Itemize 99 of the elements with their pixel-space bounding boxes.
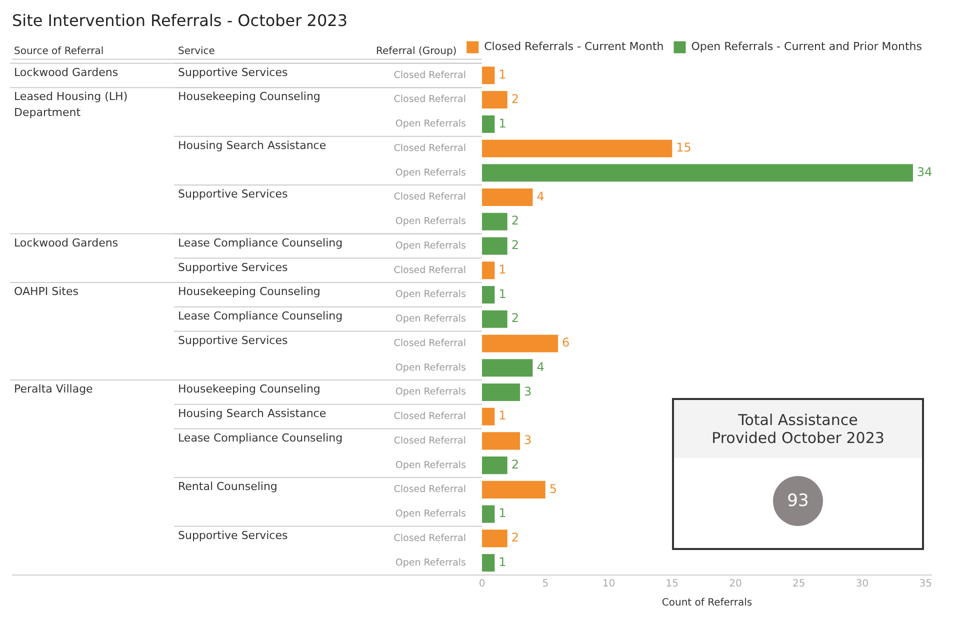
bar bbox=[482, 359, 533, 377]
text: Supportive Services bbox=[178, 334, 288, 347]
text: Rental Counseling bbox=[178, 480, 278, 494]
bar bbox=[482, 456, 508, 474]
text: Lease Compliance Counseling bbox=[178, 236, 343, 250]
y-tick-label: Closed Referral bbox=[394, 411, 466, 422]
text: Service bbox=[178, 46, 215, 57]
bar bbox=[482, 286, 495, 304]
text: Housing Search Assistance bbox=[178, 138, 326, 152]
data-label: 2 bbox=[511, 530, 519, 545]
data-label: 2 bbox=[511, 311, 519, 326]
legend-label: Closed Referrals - Current Month bbox=[484, 40, 664, 54]
y-tick-label: Open Referrals bbox=[395, 216, 466, 228]
y-tick-label: Open Referrals bbox=[395, 386, 466, 398]
bar bbox=[482, 530, 508, 548]
x-tick-label: 35 bbox=[919, 578, 932, 590]
x-axis-title: Count of Referrals bbox=[662, 598, 752, 609]
data-label: 2 bbox=[511, 92, 519, 106]
text: Supportive Services bbox=[178, 188, 288, 201]
data-label: 2 bbox=[511, 238, 519, 252]
y-tick-label: Open Referrals bbox=[395, 557, 466, 568]
y-tick-label: Open Referrals bbox=[395, 240, 466, 252]
data-label: 5 bbox=[549, 482, 558, 496]
text: Lease Compliance Counseling bbox=[178, 310, 343, 323]
x-tick-label: 0 bbox=[478, 578, 486, 590]
bar bbox=[482, 432, 520, 450]
bar bbox=[482, 383, 520, 401]
annotation: 93 bbox=[773, 476, 823, 526]
bar bbox=[482, 140, 672, 158]
bar bbox=[482, 164, 913, 182]
bar bbox=[482, 480, 546, 498]
data-label: 1 bbox=[498, 506, 506, 520]
data-label: 4 bbox=[536, 189, 544, 204]
bar bbox=[482, 262, 495, 280]
text: Leased Housing (LH) Department bbox=[14, 90, 128, 120]
data-label: 3 bbox=[524, 384, 532, 398]
y-tick-label: Closed Referral bbox=[394, 435, 466, 446]
text: Supportive Services bbox=[178, 66, 288, 79]
x-tick-label: 25 bbox=[792, 578, 806, 590]
text: Supportive Services bbox=[178, 528, 288, 542]
y-tick-label: Closed Referral bbox=[394, 532, 466, 544]
data-label: 1 bbox=[498, 262, 506, 276]
bar bbox=[482, 66, 495, 84]
data-label: 2 bbox=[511, 214, 519, 228]
text: Site Intervention Referrals - October 2023 bbox=[12, 10, 348, 30]
y-tick-label: Closed Referral bbox=[394, 264, 466, 276]
data-label: 1 bbox=[498, 68, 506, 82]
bar bbox=[482, 90, 508, 109]
text: Housekeeping Counseling bbox=[178, 90, 320, 104]
data-label: 1 bbox=[498, 408, 506, 423]
data-label: 1 bbox=[498, 116, 506, 130]
text: Housekeeping Counseling bbox=[178, 382, 320, 396]
bar bbox=[482, 408, 495, 426]
data-label: 3 bbox=[524, 433, 532, 448]
y-tick-label: Closed Referral bbox=[394, 192, 466, 203]
y-tick-label: Open Referrals bbox=[395, 362, 466, 374]
bar bbox=[482, 554, 495, 572]
y-tick-label: Closed Referral bbox=[394, 94, 466, 106]
text: Lease Compliance Counseling bbox=[178, 431, 343, 444]
bar bbox=[482, 505, 495, 523]
data-label: 6 bbox=[562, 336, 570, 350]
text: Supportive Services bbox=[178, 260, 288, 274]
text: Peralta Village bbox=[14, 382, 94, 396]
bar bbox=[482, 310, 508, 328]
text: OAHPI Sites bbox=[14, 285, 79, 298]
x-tick-label: 5 bbox=[542, 578, 549, 590]
text: Total Assistance Provided October 2023 bbox=[674, 400, 922, 458]
y-tick-label: Open Referrals bbox=[395, 508, 466, 520]
bar bbox=[482, 212, 508, 230]
data-label: 2 bbox=[511, 457, 519, 472]
legend-label: Open Referrals - Current and Prior Months bbox=[691, 40, 922, 54]
x-tick-label: 20 bbox=[729, 578, 742, 590]
y-tick-label: Open Referrals bbox=[395, 314, 466, 325]
text: Referral (Group) bbox=[376, 46, 457, 57]
text: Housekeeping Counseling bbox=[178, 285, 320, 298]
data-label: 1 bbox=[498, 286, 506, 301]
text: Lockwood Gardens bbox=[14, 66, 118, 79]
data-label: 34 bbox=[916, 164, 932, 179]
source-note: Source of Referral bbox=[14, 46, 104, 57]
y-tick-label: Open Referrals bbox=[395, 167, 466, 178]
data-label: 1 bbox=[498, 554, 506, 569]
text: Lockwood Gardens bbox=[14, 236, 118, 250]
y-tick-label: Closed Referral bbox=[394, 70, 466, 81]
bar bbox=[482, 237, 508, 255]
y-tick-label: Open Referrals bbox=[395, 289, 466, 300]
y-tick-label: Open Referrals bbox=[395, 460, 466, 471]
x-tick-label: 10 bbox=[602, 578, 616, 590]
bar bbox=[482, 115, 495, 133]
x-tick-label: 15 bbox=[666, 578, 679, 590]
text: Housing Search Assistance bbox=[178, 407, 326, 420]
y-tick-label: Closed Referral bbox=[394, 142, 466, 154]
bar bbox=[482, 188, 533, 206]
data-label: 4 bbox=[536, 360, 544, 374]
y-tick-label: Open Referrals bbox=[395, 118, 466, 130]
data-label: 15 bbox=[676, 140, 692, 155]
y-tick-label: Closed Referral bbox=[394, 484, 466, 496]
y-tick-label: Closed Referral bbox=[394, 338, 466, 349]
bar bbox=[482, 334, 558, 352]
x-tick-label: 30 bbox=[856, 578, 869, 590]
